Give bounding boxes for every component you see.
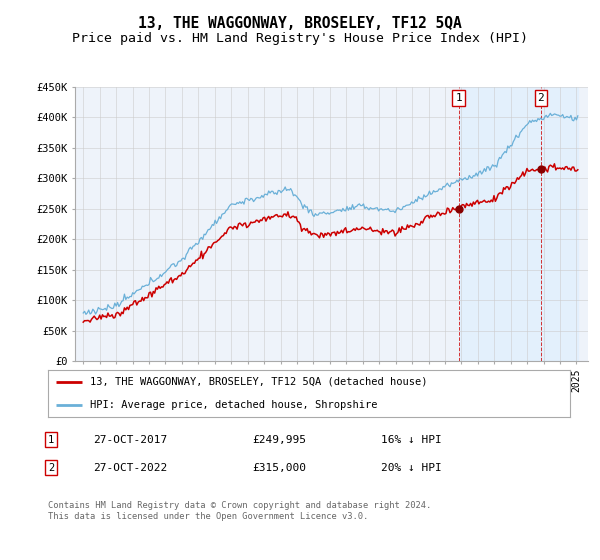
Text: 13, THE WAGGONWAY, BROSELEY, TF12 5QA (detached house): 13, THE WAGGONWAY, BROSELEY, TF12 5QA (d… (90, 376, 427, 386)
Text: 16% ↓ HPI: 16% ↓ HPI (381, 435, 442, 445)
Text: 2: 2 (538, 93, 544, 103)
Text: £249,995: £249,995 (252, 435, 306, 445)
Text: HPI: Average price, detached house, Shropshire: HPI: Average price, detached house, Shro… (90, 400, 377, 410)
Text: 1: 1 (48, 435, 54, 445)
Text: 27-OCT-2022: 27-OCT-2022 (93, 463, 167, 473)
Text: Contains HM Land Registry data © Crown copyright and database right 2024.
This d: Contains HM Land Registry data © Crown c… (48, 501, 431, 521)
Text: 13, THE WAGGONWAY, BROSELEY, TF12 5QA: 13, THE WAGGONWAY, BROSELEY, TF12 5QA (138, 16, 462, 31)
Text: 20% ↓ HPI: 20% ↓ HPI (381, 463, 442, 473)
Text: 1: 1 (455, 93, 462, 103)
Text: Price paid vs. HM Land Registry's House Price Index (HPI): Price paid vs. HM Land Registry's House … (72, 32, 528, 45)
Text: 27-OCT-2017: 27-OCT-2017 (93, 435, 167, 445)
Text: £315,000: £315,000 (252, 463, 306, 473)
Text: 2: 2 (48, 463, 54, 473)
